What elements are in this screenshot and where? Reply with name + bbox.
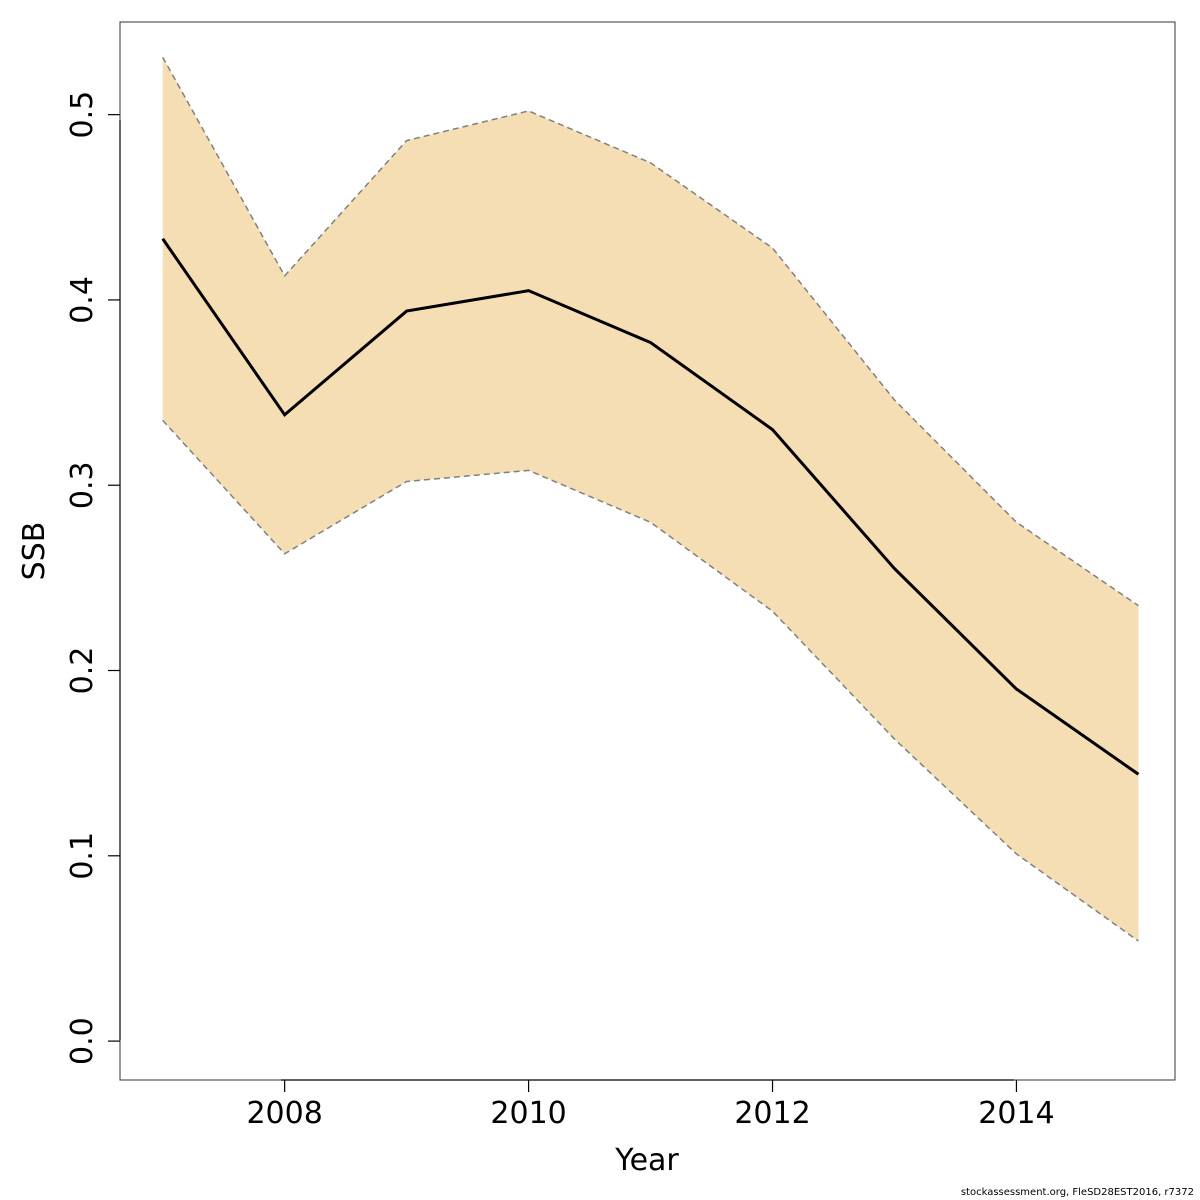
y-axis: 0.0 0.1 0.2 0.3 0.4 0.5 — [65, 91, 121, 1065]
x-axis: 2008 2010 2012 2014 — [246, 1079, 1055, 1131]
x-tick-label: 2010 — [490, 1096, 566, 1131]
y-tick-label: 0.2 — [65, 647, 100, 695]
x-tick-label: 2014 — [978, 1096, 1054, 1131]
y-tick-label: 0.1 — [65, 832, 100, 880]
confidence-band — [162, 57, 1139, 942]
x-tick-label: 2012 — [734, 1096, 810, 1131]
line-layer — [161, 56, 1140, 942]
y-tick-label: 0.0 — [65, 1017, 100, 1065]
y-tick-label: 0.3 — [65, 461, 100, 509]
confidence-band-layer — [162, 57, 1139, 942]
y-tick-label: 0.4 — [65, 276, 100, 324]
y-tick-label: 0.5 — [65, 91, 100, 139]
upper-bound-line — [162, 56, 1139, 607]
footer-credit: stockassessment.org, FleSD28EST2016, r73… — [960, 1187, 1194, 1198]
y-axis-label: SSB — [17, 522, 52, 581]
x-tick-label: 2008 — [246, 1096, 322, 1131]
x-axis-label: Year — [614, 1143, 679, 1178]
ssb-estimate-line — [161, 237, 1140, 776]
